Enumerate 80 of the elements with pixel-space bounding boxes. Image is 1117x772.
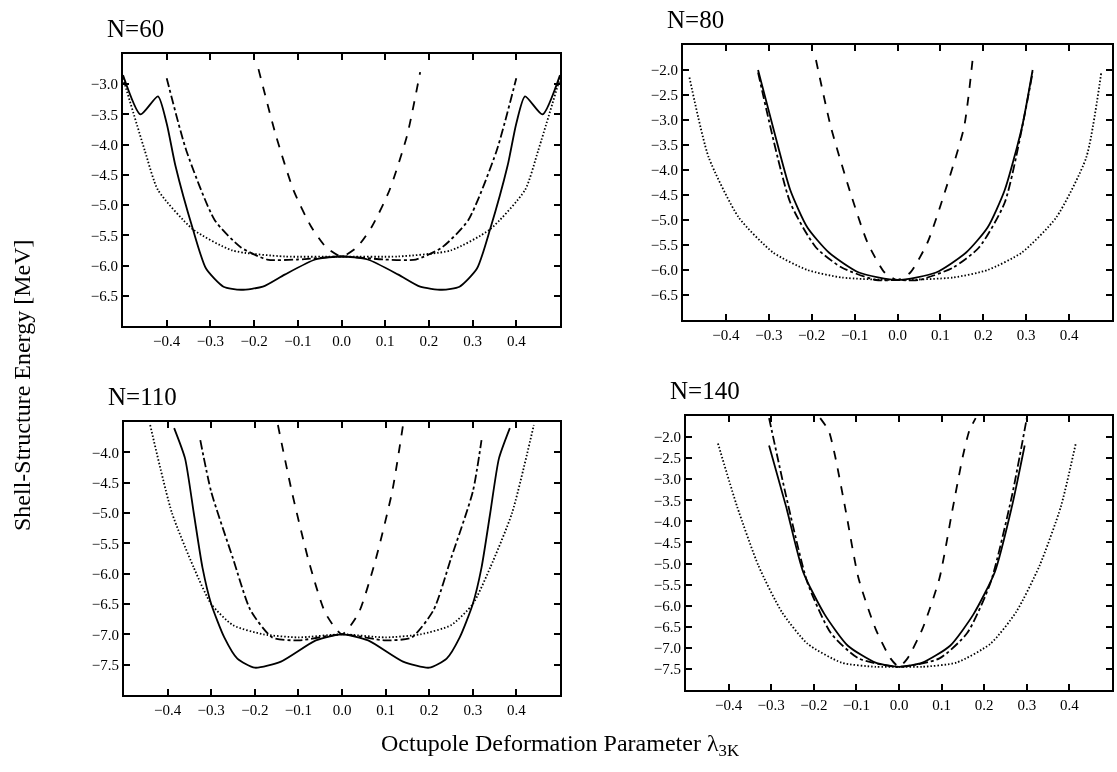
y-tick-label: −4.5 [650,187,678,204]
y-tick-label: −6.5 [650,287,678,304]
y-tick-label: −7.5 [653,661,681,678]
x-tick-label: 0.1 [376,702,395,718]
x-tick-label: −0.4 [153,333,181,349]
x-tick-label: −0.3 [197,702,225,718]
x-tick-label: −0.1 [840,327,869,343]
y-tick-label: −4.0 [653,513,681,530]
x-tick-label: −0.4 [714,697,743,713]
y-axis-title: Shell-Structure Energy [MeV] [9,239,35,531]
y-tick-label: −4.0 [90,136,118,153]
x-tick-label: 0.3 [463,702,483,718]
x-tick-label: 0.0 [889,697,909,713]
x-tick-label: −0.1 [842,697,871,713]
x-tick-label: 0.3 [1016,327,1036,343]
chart-title: N=80 [667,6,725,33]
x-tick-label: 0.4 [506,333,527,349]
x-tick-label: 0.4 [1059,327,1079,343]
x-tick-label: −0.3 [196,333,225,349]
y-tick-label: −2.0 [650,62,678,79]
y-tick-label: −6.0 [650,262,678,279]
y-tick-label: −2.5 [650,87,678,104]
y-tick-label: −3.5 [90,106,118,123]
x-tick-label: 0.3 [463,333,482,349]
y-tick-label: −6.0 [91,565,119,582]
y-tick-label: −3.0 [650,112,678,129]
x-tick-label: 0.0 [888,327,907,343]
x-tick-label: 0.2 [973,327,993,343]
y-tick-label: −5.0 [650,212,678,229]
y-tick-label: −5.5 [91,535,119,552]
x-tick-label: 0.0 [332,702,352,718]
y-tick-label: −5.5 [653,576,681,593]
x-tick-label: −0.2 [241,702,269,718]
y-tick-label: −5.5 [90,227,118,244]
y-tick-label: −2.0 [653,429,681,446]
y-tick-label: −4.0 [91,444,119,461]
x-tick-label: −0.3 [755,327,783,343]
y-tick-label: −3.0 [653,471,681,488]
y-tick-label: −2.5 [653,450,681,467]
y-tick-label: −5.0 [90,197,118,214]
y-tick-label: −3.5 [653,492,681,509]
x-tick-label: −0.1 [284,702,313,718]
y-tick-label: −7.5 [91,656,119,673]
y-tick-label: −6.0 [653,597,681,614]
x-tick-label: 0.4 [507,702,527,718]
y-tick-label: −6.5 [653,619,681,636]
x-tick-label: −0.2 [240,333,268,349]
x-tick-label: 0.1 [375,333,395,349]
y-tick-label: −7.0 [91,626,119,643]
x-tick-label: −0.2 [800,697,828,713]
chart-title: N=60 [107,15,165,42]
x-axis-title: Octupole Deformation Parameter λ$_{3K}$ [381,730,740,761]
x-tick-label: −0.3 [757,697,785,713]
x-tick-label: 0.2 [419,333,439,349]
y-tick-label: −7.0 [653,640,681,657]
x-tick-label: 0.2 [419,702,439,718]
y-tick-label: −4.5 [91,474,119,491]
y-tick-label: −3.0 [90,76,118,93]
y-tick-label: −6.0 [90,257,118,274]
y-tick-label: −4.5 [90,167,118,184]
y-tick-label: −5.0 [653,555,681,572]
y-tick-label: −4.0 [650,162,678,179]
chart-title: N=140 [670,377,740,404]
x-tick-label: 0.0 [332,333,351,349]
x-tick-label: −0.4 [153,702,182,718]
y-tick-label: −6.5 [90,288,118,305]
chart-title: N=110 [108,383,177,410]
y-tick-label: −5.0 [91,505,119,522]
x-tick-label: 0.1 [931,327,950,343]
x-tick-label: 0.3 [1017,697,1037,713]
y-tick-label: −5.5 [650,237,678,254]
y-tick-label: −6.5 [91,596,119,613]
y-tick-label: −3.5 [650,137,678,154]
x-tick-label: −0.4 [712,327,740,343]
x-tick-label: 0.2 [974,697,994,713]
x-tick-label: −0.1 [284,333,312,349]
x-tick-label: 0.4 [1060,697,1080,713]
x-tick-label: −0.2 [798,327,826,343]
x-tick-label: 0.1 [932,697,951,713]
y-tick-label: −4.5 [653,534,681,551]
